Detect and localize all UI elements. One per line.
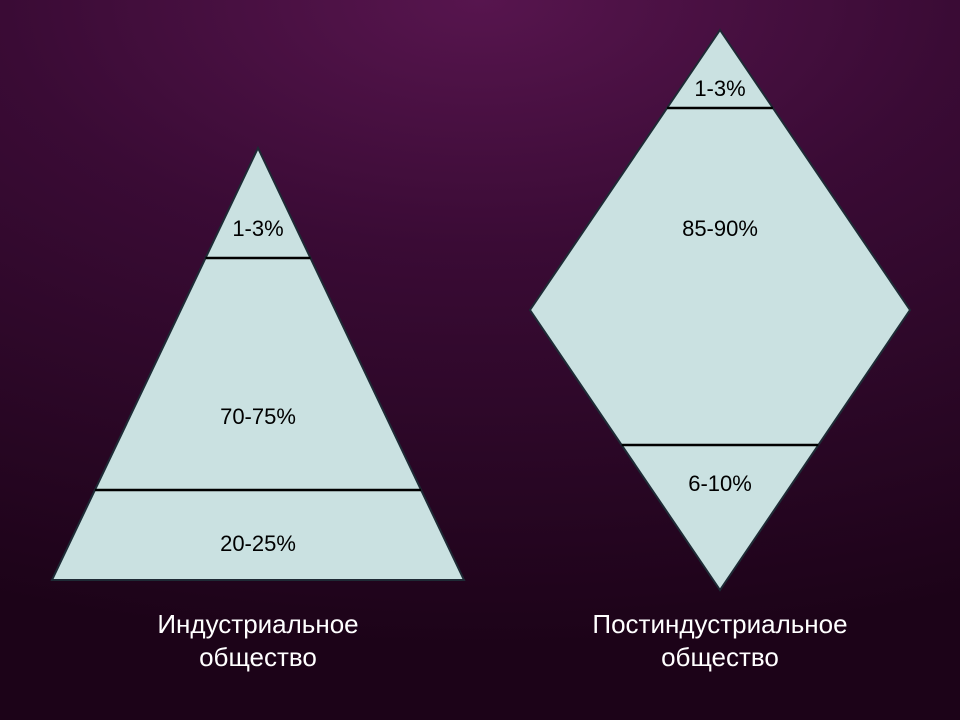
triangle-shape [52,148,464,580]
triangle-caption: Индустриальное общество [88,608,428,673]
triangle-caption-line1: Индустриальное [157,609,358,639]
triangle-segment-label-1: 70-75% [220,404,296,429]
diamond-segment-label-2: 6-10% [688,471,752,496]
slide-stage: 1-3% 70-75% 20-25% 1-3% 85-90% 6-10% Индустри… [0,0,960,720]
diamond-caption: Постиндустриальное общество [550,608,890,673]
diamond-caption-line2: общество [661,642,779,672]
diamond-caption-line1: Постиндустриальное [592,609,847,639]
diamond-segment-label-0: 1-3% [694,76,745,101]
diamond-segment-label-1: 85-90% [682,216,758,241]
triangle-segment-label-0: 1-3% [232,216,283,241]
triangle-caption-line2: общество [199,642,317,672]
triangle-segment-label-2: 20-25% [220,531,296,556]
diamond-shape [530,30,910,590]
